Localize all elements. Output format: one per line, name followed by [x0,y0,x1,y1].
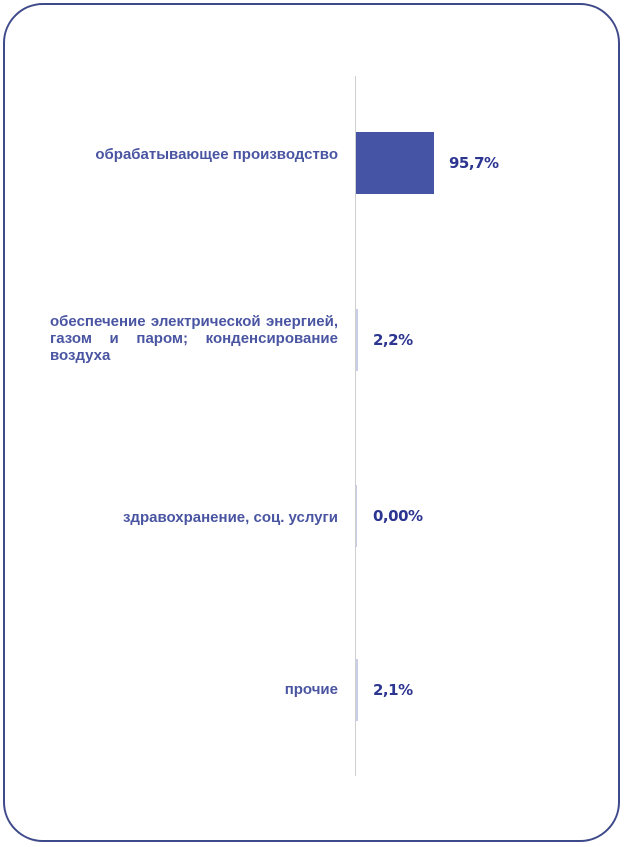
category-label-2: здравохранение, соц. услуги [122,509,338,526]
category-label-1: обеспечение электрической энергией, газо… [50,313,338,364]
bar-0 [356,132,434,194]
value-label-1: 2,2% [373,331,413,349]
category-label-3: прочие [284,681,338,698]
value-label-3: 2,1% [373,681,413,699]
category-label-0: обрабатывающее производство [95,146,338,163]
chart-frame [3,3,620,842]
category-axis-line [355,76,356,776]
bar-3 [356,659,358,721]
value-label-2: 0,00% [373,507,423,525]
value-label-0: 95,7% [449,154,499,172]
bar-1 [356,309,358,371]
bar-2 [356,485,357,547]
